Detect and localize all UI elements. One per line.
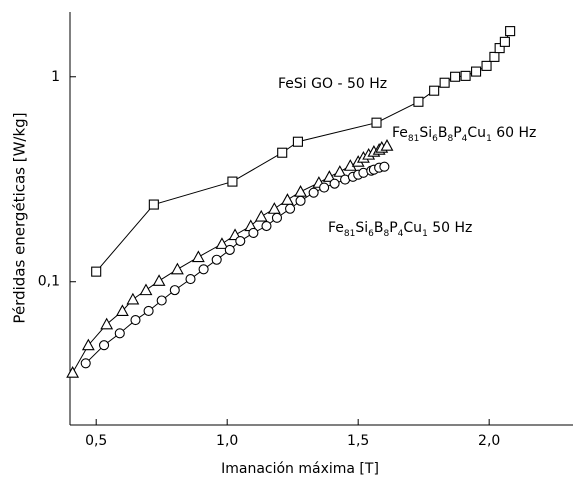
series-label: Fe81Si6B8P4Cu1 60 Hz xyxy=(392,125,536,144)
circle-marker xyxy=(130,315,141,326)
square-marker xyxy=(413,96,424,107)
triangle-marker xyxy=(100,317,114,330)
circle-marker xyxy=(379,161,390,172)
triangle-marker xyxy=(126,292,140,305)
triangle-marker xyxy=(215,237,229,249)
triangle-marker xyxy=(152,274,166,286)
y-tick-label: 0,1 xyxy=(38,274,60,290)
circle-marker xyxy=(248,227,259,238)
square-marker xyxy=(371,117,382,128)
circle-marker xyxy=(235,235,246,247)
series-line xyxy=(85,166,385,364)
circle-marker xyxy=(185,274,196,285)
triangle-marker xyxy=(170,262,184,275)
square-marker xyxy=(439,77,450,88)
circle-marker xyxy=(271,212,283,223)
y-tick-label: 1 xyxy=(51,69,60,85)
circle-marker xyxy=(329,178,340,189)
x-tick-label: 1,5 xyxy=(347,433,369,449)
series-label: FeSi GO - 50 Hz xyxy=(278,76,387,92)
circle-marker xyxy=(308,187,319,198)
triangle-marker xyxy=(267,202,281,214)
triangle-marker xyxy=(254,209,268,222)
circle-marker xyxy=(198,264,209,275)
triangle-marker xyxy=(380,139,394,151)
circle-marker xyxy=(114,328,125,339)
triangle-marker xyxy=(281,193,294,205)
circle-marker xyxy=(99,340,110,351)
square-marker xyxy=(471,66,482,77)
square-marker xyxy=(429,85,440,96)
x-axis-label: Imanación máxima [T] xyxy=(221,461,379,477)
square-marker xyxy=(489,51,500,62)
square-marker xyxy=(227,176,238,187)
triangle-marker xyxy=(294,185,307,197)
circle-marker xyxy=(261,220,272,232)
square-marker xyxy=(450,71,461,82)
triangle-marker xyxy=(81,338,95,351)
triangle-marker xyxy=(66,366,80,378)
square-marker xyxy=(148,199,159,210)
x-tick-label: 2,0 xyxy=(478,433,500,449)
circle-marker xyxy=(169,285,180,296)
circle-marker xyxy=(285,203,296,214)
circle-marker xyxy=(143,305,154,317)
circle-marker xyxy=(156,295,167,306)
square-marker xyxy=(277,147,288,158)
square-marker xyxy=(292,136,303,147)
x-tick-label: 0,5 xyxy=(85,433,107,449)
circle-marker xyxy=(211,254,222,265)
triangle-marker xyxy=(322,170,336,182)
series-label: Fe81Si6B8P4Cu1 50 Hz xyxy=(328,220,472,239)
x-tick-label: 1,0 xyxy=(216,433,238,449)
triangle-marker xyxy=(115,304,129,317)
triangle-marker xyxy=(191,250,205,263)
circle-marker xyxy=(319,182,330,193)
circle-marker xyxy=(80,358,91,369)
circle-marker xyxy=(295,195,306,206)
circle-marker xyxy=(224,244,235,255)
y-axis-label: Pérdidas energéticas [W/kg] xyxy=(11,112,29,323)
square-marker xyxy=(481,60,492,71)
square-marker xyxy=(91,266,102,277)
square-marker xyxy=(505,26,516,37)
square-marker xyxy=(494,43,505,54)
square-marker xyxy=(460,70,471,81)
triangle-marker xyxy=(333,165,347,177)
triangle-marker xyxy=(139,283,153,296)
square-marker xyxy=(499,36,510,47)
